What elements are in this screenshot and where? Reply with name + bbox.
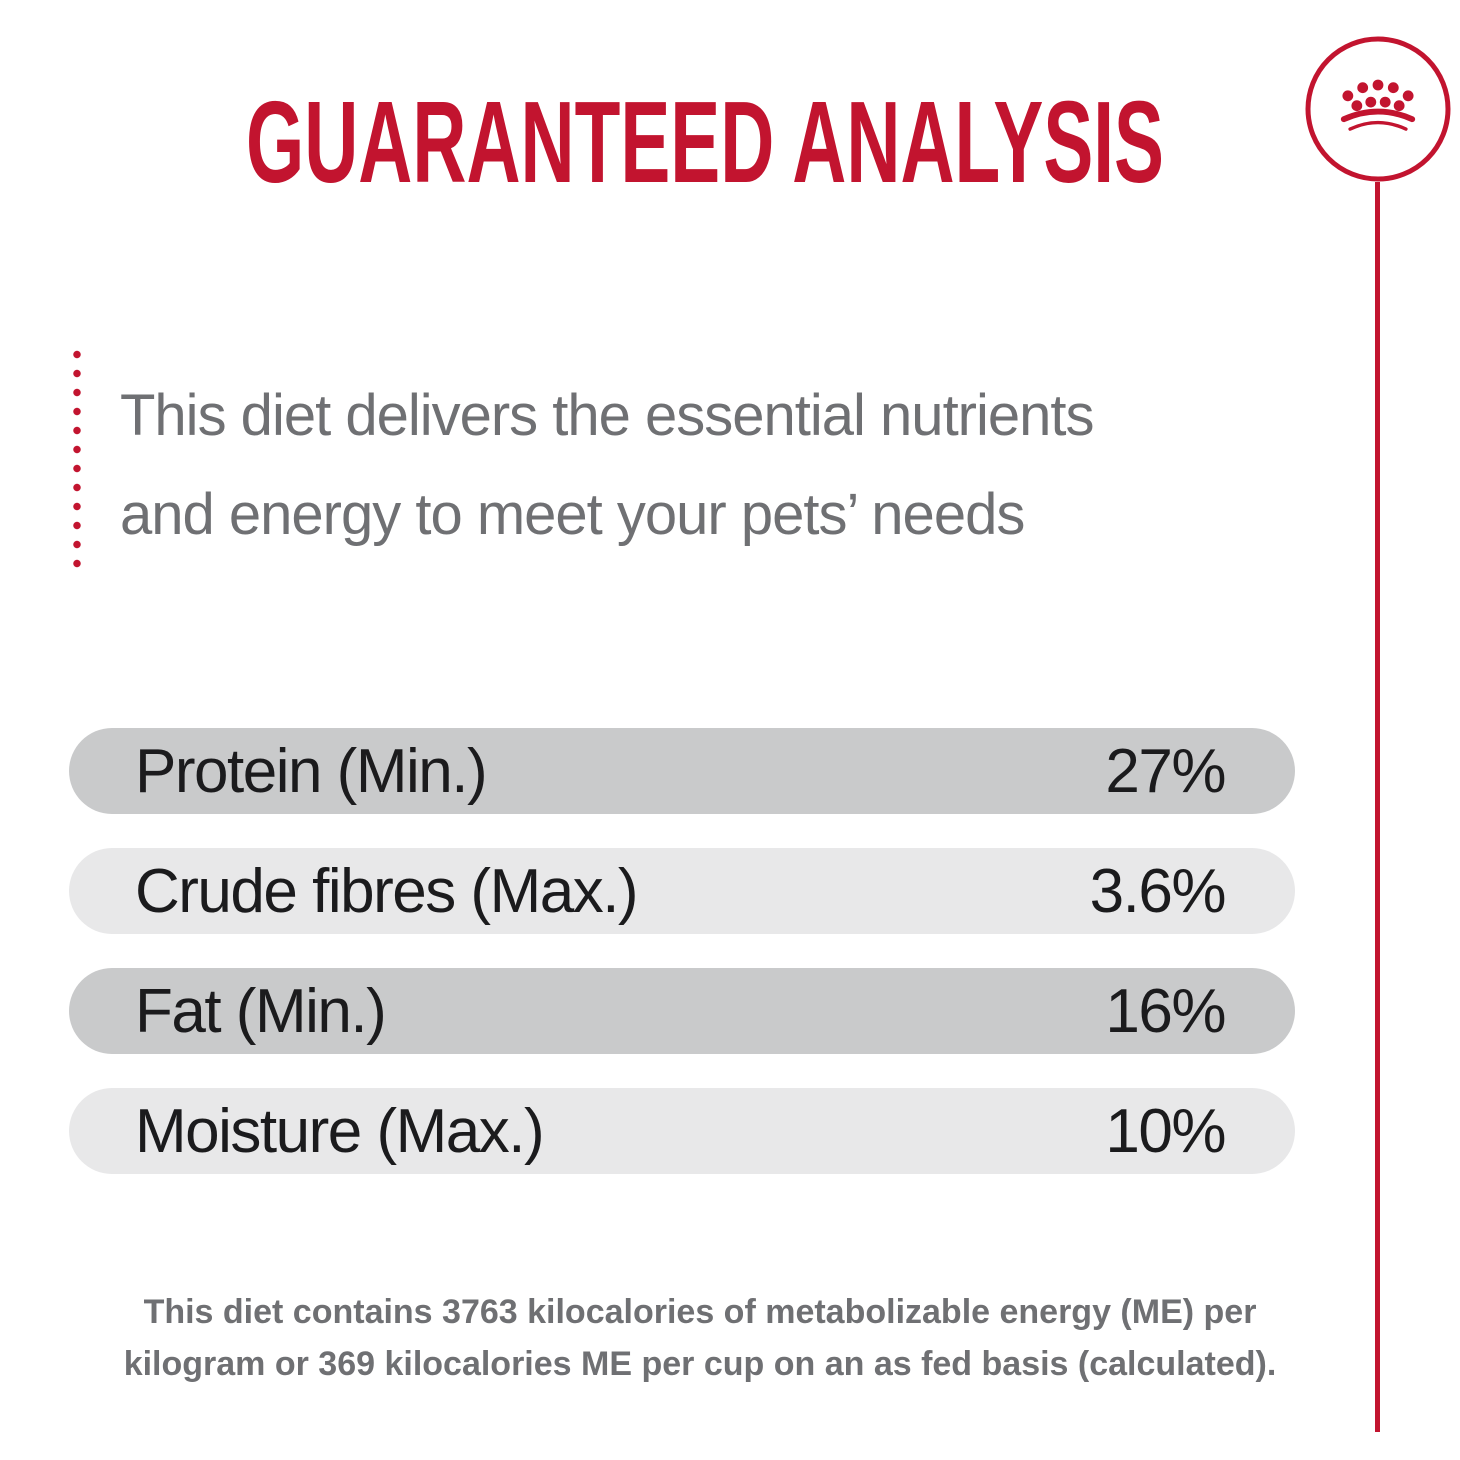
intro-line-1: This diet delivers the essential nutrien… bbox=[120, 383, 1095, 448]
footnote-line-1: This diet contains 3763 kilocalories of … bbox=[143, 1293, 1257, 1331]
page-title: GUARANTEED ANALYSIS bbox=[246, 80, 1164, 207]
table-row-crude-fibres: Crude fibres (Max.) 3.6% bbox=[69, 848, 1295, 934]
intro-line-2: and energy to meet your pets’ needs bbox=[120, 482, 1025, 547]
row-value: 10% bbox=[1105, 1096, 1226, 1166]
row-label: Crude fibres (Max.) bbox=[135, 856, 639, 926]
vertical-divider-line bbox=[1375, 182, 1380, 1432]
table-row-fat: Fat (Min.) 16% bbox=[69, 968, 1295, 1054]
row-label: Moisture (Max.) bbox=[135, 1096, 545, 1166]
table-row-protein: Protein (Min.) 27% bbox=[69, 728, 1295, 814]
row-value: 3.6% bbox=[1089, 856, 1227, 926]
logo-circle bbox=[1305, 36, 1451, 182]
crown-icon bbox=[1340, 79, 1416, 131]
row-value: 27% bbox=[1105, 736, 1226, 806]
row-label: Fat (Min.) bbox=[135, 976, 387, 1046]
intro-paragraph: This diet delivers the essential nutrien… bbox=[120, 366, 1095, 564]
dotted-accent-line bbox=[73, 345, 81, 574]
calorie-footnote: This diet contains 3763 kilocalories of … bbox=[70, 1286, 1330, 1390]
page-title-area: GUARANTEED ANALYSIS bbox=[246, 80, 1164, 207]
royal-canin-crown-logo-icon bbox=[1305, 36, 1451, 182]
row-label: Protein (Min.) bbox=[135, 736, 488, 806]
row-value: 16% bbox=[1105, 976, 1226, 1046]
footnote-line-2: kilogram or 369 kilocalories ME per cup … bbox=[123, 1345, 1277, 1383]
analysis-table: Protein (Min.) 27% Crude fibres (Max.) 3… bbox=[69, 728, 1295, 1208]
table-row-moisture: Moisture (Max.) 10% bbox=[69, 1088, 1295, 1174]
